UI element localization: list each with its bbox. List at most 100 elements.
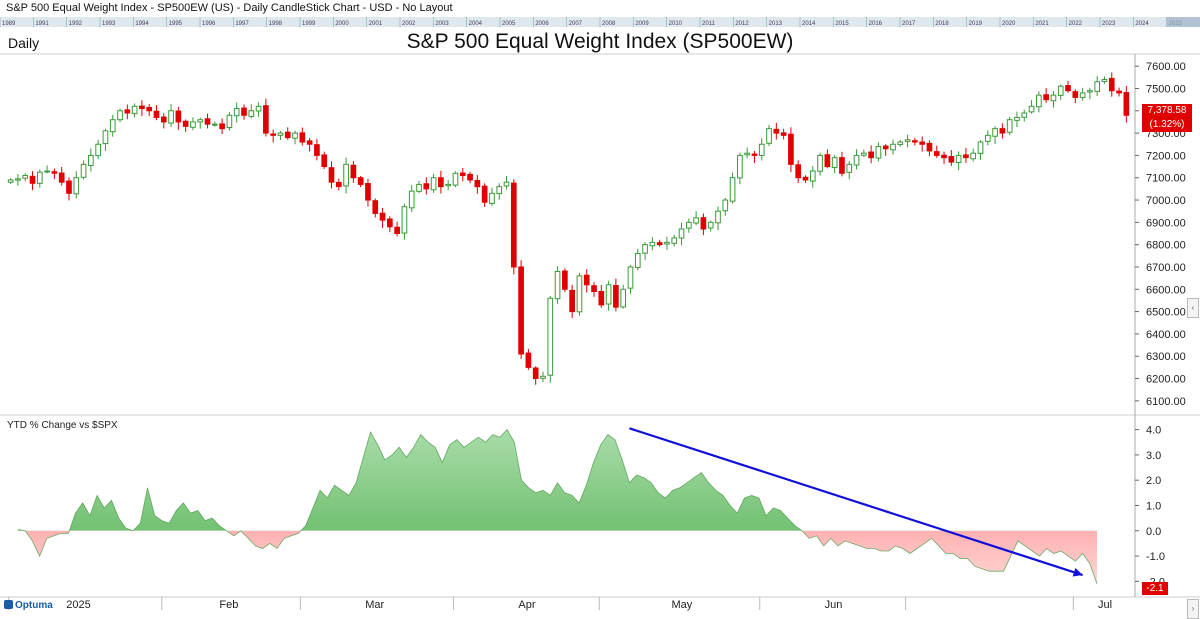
candle-body-down — [299, 132, 306, 143]
year-strip-label: 2003 — [435, 21, 449, 27]
candle — [664, 236, 670, 250]
candle-body-up — [292, 132, 298, 139]
candle-body-up — [897, 141, 904, 145]
candle — [1006, 116, 1013, 136]
candle — [481, 183, 488, 207]
candle — [882, 144, 889, 156]
candle — [139, 100, 145, 117]
candle-body-up — [576, 275, 583, 313]
candle — [248, 104, 255, 119]
candle — [474, 175, 481, 194]
candle — [912, 138, 918, 146]
trendline-arrowhead — [1072, 567, 1083, 577]
candle — [977, 140, 984, 160]
candle-body-down — [795, 164, 802, 179]
candle — [1021, 109, 1028, 122]
last-price-change: (1.32%) — [1149, 119, 1185, 130]
candle-body-up — [88, 154, 94, 166]
candle-body-down — [357, 177, 364, 185]
candle-body-up — [737, 154, 743, 179]
candle — [430, 173, 437, 193]
candle — [51, 168, 58, 180]
candle — [839, 151, 845, 177]
year-strip-label: 2024 — [1135, 21, 1149, 27]
candle-body-down — [270, 133, 276, 136]
candle-body-up — [984, 134, 991, 142]
candle — [707, 220, 714, 232]
candle — [255, 102, 262, 117]
candle — [1087, 88, 1093, 100]
year-strip-current — [1166, 17, 1200, 27]
candle-body-down — [824, 154, 831, 168]
candle — [868, 145, 874, 164]
candle — [1079, 87, 1086, 101]
candle-body-up — [970, 152, 977, 160]
candle — [722, 197, 729, 216]
candle-body-up — [1014, 116, 1020, 121]
year-strip-label: 2017 — [902, 21, 916, 27]
candle — [387, 216, 393, 233]
candle-body-up — [977, 141, 984, 154]
candle-body-up — [634, 253, 641, 268]
year-strip-label: 2008 — [602, 21, 616, 27]
year-navigator-strip[interactable]: 1989 1991 1992 1993 1994 1995 1996 1997 1998 1999… — [0, 17, 1200, 27]
candle-body-up — [1087, 90, 1093, 93]
candle — [758, 138, 765, 161]
candle — [88, 148, 94, 172]
candle-body-down — [153, 110, 160, 118]
candle-body-up — [102, 130, 109, 145]
candle — [233, 102, 240, 123]
candle — [941, 151, 947, 164]
candle-body-down — [182, 120, 189, 127]
candle — [598, 285, 605, 308]
last-price-tag: 7,378.58 (1.32%) — [1142, 104, 1192, 132]
candle — [1108, 72, 1115, 97]
x-axis-label: Mar — [365, 599, 384, 611]
candle-body-up — [1028, 105, 1035, 113]
year-strip-label: 2006 — [535, 21, 549, 27]
candle — [438, 170, 444, 194]
candle-body-up — [15, 178, 21, 181]
candle-body-down — [839, 157, 845, 174]
candle-body-down — [788, 133, 794, 165]
candle-body-up — [22, 174, 29, 179]
candle — [963, 148, 969, 163]
candle-body-down — [1043, 94, 1049, 101]
candle — [95, 139, 101, 160]
candle-body-down — [321, 154, 328, 168]
candle — [948, 150, 955, 166]
candle — [613, 278, 619, 312]
year-strip-label: 2011 — [702, 21, 716, 27]
candle — [503, 175, 510, 190]
candle-body-down — [780, 132, 787, 136]
candle — [1043, 88, 1049, 103]
year-strip-label: 1993 — [102, 21, 116, 27]
candle — [190, 117, 196, 131]
candle-body-up — [430, 177, 437, 191]
price-tick-label: 6500.00 — [1146, 307, 1186, 319]
candle-body-down — [532, 367, 539, 380]
candle — [306, 138, 313, 152]
candle — [737, 152, 743, 185]
candle-body-down — [306, 140, 313, 145]
candle — [525, 348, 532, 370]
scroll-right-button[interactable]: › — [1187, 599, 1199, 619]
scroll-left-button[interactable]: ‹ — [1187, 298, 1199, 318]
candle-body-up — [1050, 94, 1057, 102]
ytd-area-negative — [18, 530, 1097, 584]
candle — [897, 139, 904, 147]
candle — [1065, 80, 1071, 93]
candle — [29, 171, 36, 191]
candle — [226, 112, 233, 131]
candle-body-down — [335, 181, 342, 188]
year-strip-label: 2009 — [635, 21, 649, 27]
indicator-title: YTD % Change vs $SPX — [7, 420, 118, 431]
year-strip-label: 2010 — [669, 21, 683, 27]
candle-body-down — [1116, 90, 1122, 94]
candle — [379, 208, 386, 228]
candle-body-up — [809, 170, 816, 182]
candle-body-up — [255, 105, 262, 112]
candle — [751, 150, 758, 163]
indicator-tick-label: 4.0 — [1146, 425, 1161, 437]
